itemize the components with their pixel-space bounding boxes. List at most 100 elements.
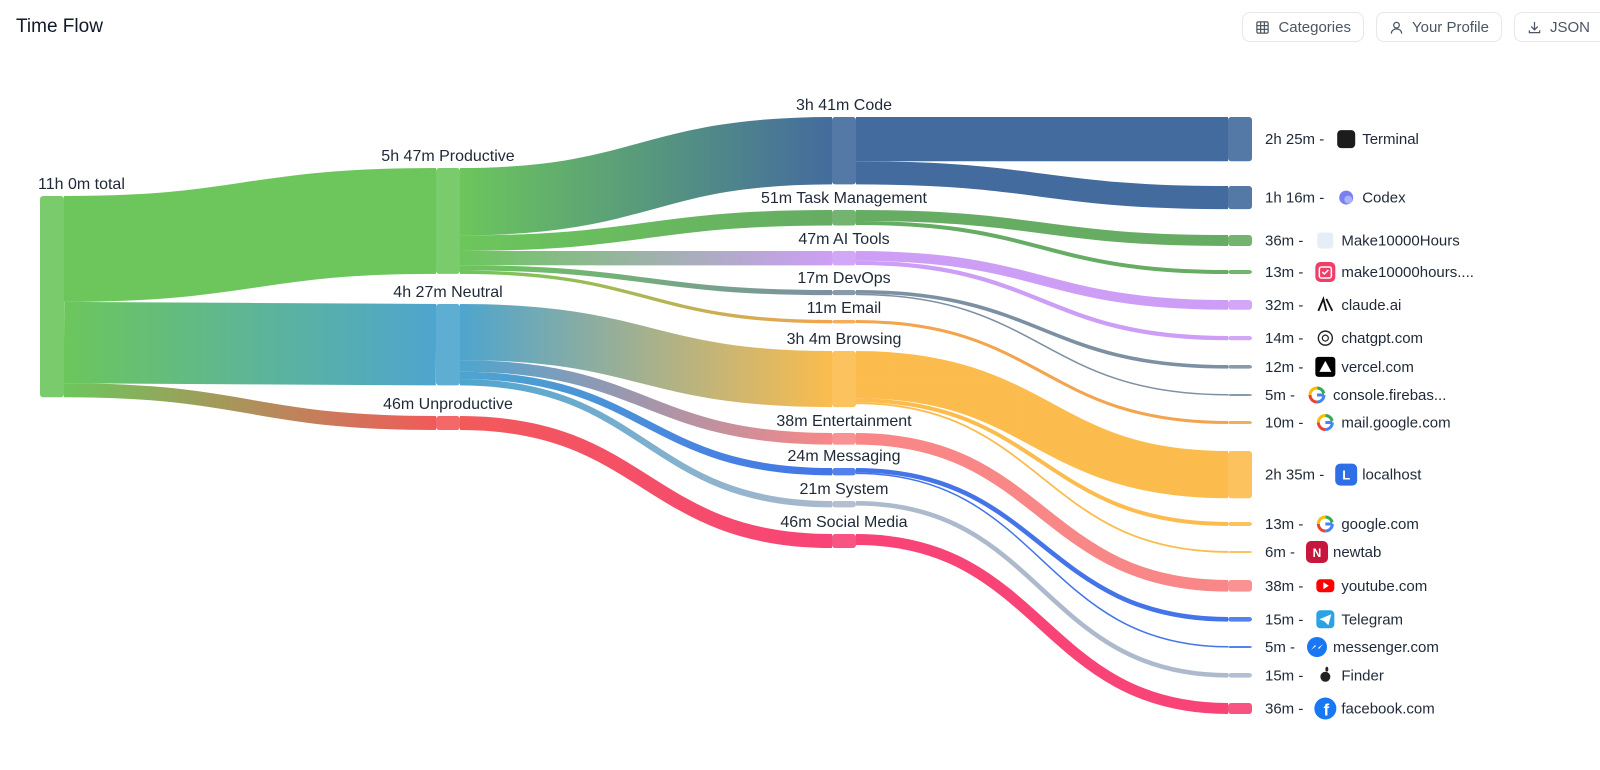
link-total-to-4h-27m-neutral [63, 301, 437, 386]
json-button[interactable]: JSON [1513, 12, 1600, 42]
node-label-38m-entertainment: 38m Entertainment [776, 413, 912, 430]
app-time-console-firebas: 5m - [1265, 387, 1295, 404]
node-4h-27m-neutral [436, 304, 460, 386]
your-profile-button[interactable]: Your Profile [1375, 12, 1502, 42]
node-label-5h-47m-productive: 5h 47m Productive [381, 148, 515, 165]
app-name-codex: Codex [1362, 190, 1406, 207]
app-time-youtube-com: 38m - [1265, 578, 1303, 595]
app-time-newtab: 6m - [1265, 544, 1295, 561]
codex-icon [1339, 190, 1354, 205]
app-name-messenger-com: messenger.com [1333, 639, 1439, 656]
node-3h-41m-code [832, 117, 856, 185]
app-name-mail-google-com: mail.google.com [1341, 415, 1450, 432]
toolbar: Categories Your Profile JSON [1242, 12, 1600, 42]
app-name-youtube-com: youtube.com [1341, 578, 1427, 595]
json-button-label: JSON [1549, 18, 1590, 36]
link-3h-41m-code-to-codex [855, 161, 1229, 210]
node-label-4h-27m-neutral: 4h 27m Neutral [393, 284, 502, 301]
categories-button[interactable]: Categories [1242, 12, 1364, 42]
app-name-chatgpt-com: chatgpt.com [1341, 330, 1423, 347]
node-label-11m-email: 11m Email [807, 300, 881, 317]
link-17m-devops-to-vercel-com [855, 290, 1229, 369]
node-label-51m-task-management: 51m Task Management [761, 190, 928, 207]
app-name-make10000hours: Make10000Hours [1341, 232, 1459, 249]
app-name-claude-ai: claude.ai [1341, 297, 1401, 314]
messenger-icon [1307, 637, 1327, 657]
app-name-facebook-com: facebook.com [1341, 700, 1434, 717]
app-time-telegram: 15m - [1265, 611, 1303, 628]
app-name-newtab: newtab [1333, 544, 1381, 561]
categories-button-label: Categories [1278, 18, 1351, 36]
link-47m-ai-tools-to-chatgpt-com [855, 260, 1229, 341]
app-time-localhost: 2h 35m - [1265, 467, 1324, 484]
node-app-messenger-com [1228, 646, 1252, 648]
node-label-3h-4m-browsing: 3h 4m Browsing [787, 331, 902, 348]
apple-icon [1320, 666, 1331, 682]
page-title: Time Flow [16, 16, 103, 37]
app-time-mail-google-com: 10m - [1265, 415, 1303, 432]
node-label-17m-devops: 17m DevOps [797, 270, 890, 287]
node-app-console-firebas [1228, 394, 1252, 396]
app-name-make10000hours: make10000hours.... [1341, 264, 1474, 281]
node-24m-messaging [832, 468, 856, 476]
node-app-make10000hours [1228, 235, 1252, 246]
app-name-console-firebas: console.firebas... [1333, 387, 1446, 404]
link-5h-47m-productive-to-51m-task-management [459, 209, 833, 251]
link-total-to-5h-47m-productive [63, 167, 437, 302]
app-time-codex: 1h 16m - [1265, 190, 1324, 207]
link-total-to-46m-unproductive [63, 383, 437, 431]
node-label-46m-unproductive: 46m Unproductive [383, 396, 513, 413]
google-icon [1308, 386, 1326, 404]
node-app-telegram [1228, 617, 1252, 622]
link-17m-devops-to-console-firebas [855, 293, 1229, 396]
node-label-47m-ai-tools: 47m AI Tools [798, 231, 889, 248]
link-5h-47m-productive-to-11m-email [459, 270, 833, 324]
node-app-localhost [1228, 451, 1252, 499]
app-name-vercel-com: vercel.com [1341, 359, 1414, 376]
link-47m-ai-tools-to-claude-ai [855, 251, 1229, 310]
node-46m-social-media [832, 534, 856, 549]
user-icon [1390, 21, 1403, 34]
node-app-google-com [1228, 522, 1252, 526]
svg-text:L: L [1342, 468, 1350, 483]
terminal-icon [1337, 130, 1356, 149]
link-51m-task-management-to-make10000hours [855, 220, 1229, 274]
app-name-terminal: Terminal [1362, 131, 1419, 148]
link-24m-messaging-to-telegram [855, 468, 1229, 622]
node-app-facebook-com [1228, 703, 1252, 714]
node-app-mail-google-com [1228, 421, 1252, 425]
node-46m-unproductive [436, 416, 460, 431]
chatgpt-icon [1317, 330, 1334, 346]
app-icon [1317, 232, 1334, 249]
link-24m-messaging-to-messenger-com [855, 472, 1229, 648]
facebook-icon: f [1314, 697, 1337, 720]
app-time-make10000hours: 36m - [1265, 232, 1303, 249]
node-app-terminal [1228, 117, 1252, 162]
node-11m-email [832, 320, 856, 324]
node-label-root-total: 11h 0m total [38, 176, 125, 193]
node-label-3h-41m-code: 3h 41m Code [796, 97, 892, 114]
node-38m-entertainment [832, 433, 856, 445]
app-time-finder: 15m - [1265, 667, 1303, 684]
link-51m-task-management-to-make10000hours [855, 210, 1229, 246]
link-46m-unproductive-to-46m-social-media [459, 416, 833, 549]
link-3h-4m-browsing-to-google-com [855, 398, 1229, 526]
node-app-claude-ai [1228, 300, 1252, 310]
node-51m-task-management [832, 210, 856, 226]
link-5h-47m-productive-to-3h-41m-code [459, 116, 833, 236]
google-icon [1316, 515, 1334, 533]
app-name-telegram: Telegram [1341, 611, 1403, 628]
link-4h-27m-neutral-to-3h-4m-browsing [459, 304, 833, 408]
link-11m-email-to-mail-google-com [855, 320, 1229, 425]
app-time-facebook-com: 36m - [1265, 700, 1303, 717]
node-app-vercel-com [1228, 365, 1252, 369]
app-time-chatgpt-com: 14m - [1265, 330, 1303, 347]
svg-text:N: N [1313, 546, 1322, 560]
calendar-check-icon [1315, 261, 1336, 282]
link-4h-27m-neutral-to-38m-entertainment [459, 360, 833, 445]
download-icon [1528, 21, 1541, 33]
app-name-finder: Finder [1341, 667, 1384, 684]
node-app-chatgpt-com [1228, 336, 1252, 341]
claude-icon [1317, 296, 1334, 312]
